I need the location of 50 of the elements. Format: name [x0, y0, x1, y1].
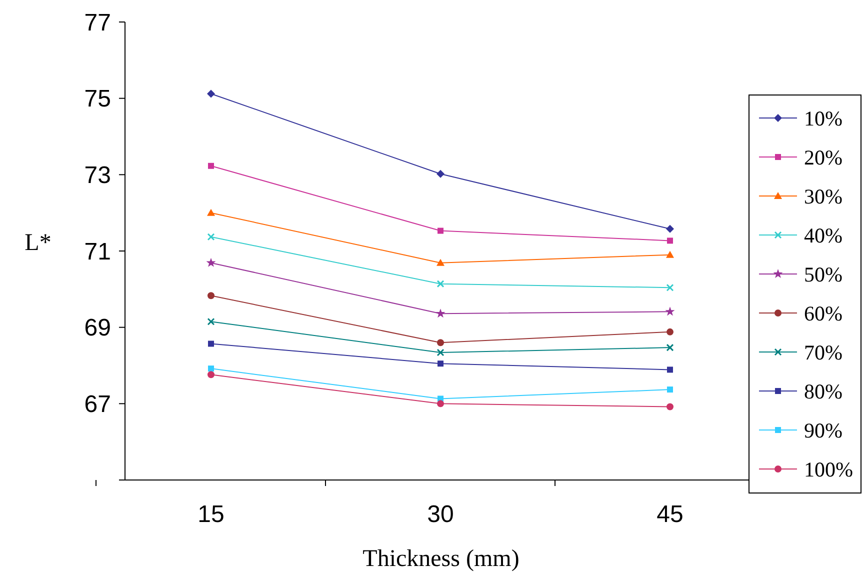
point: [208, 340, 214, 347]
legend-label: 70%: [804, 340, 842, 364]
point: [667, 386, 673, 393]
point: [665, 306, 675, 316]
point: [206, 258, 216, 267]
legend-label: 40%: [804, 223, 842, 248]
point: [666, 344, 674, 352]
point: [436, 258, 444, 266]
point: [438, 228, 444, 234]
point: [208, 366, 214, 372]
y-tick-label: 71: [84, 238, 111, 266]
point: [667, 366, 673, 373]
y-tick-label: 77: [84, 9, 111, 36]
legend-label: 80%: [804, 379, 842, 404]
point: [207, 90, 215, 98]
legend-label: 100%: [804, 457, 853, 482]
y-tick-label: 69: [84, 314, 111, 342]
point: [207, 318, 215, 326]
point: [207, 233, 215, 241]
legend-label: 30%: [804, 184, 842, 208]
point: [437, 400, 444, 408]
legend-label: 10%: [804, 106, 842, 130]
point: [666, 328, 674, 336]
point: [436, 308, 446, 318]
y-tick-label: 73: [84, 162, 111, 190]
point: [438, 360, 444, 367]
point: [666, 284, 674, 292]
point: [666, 250, 674, 258]
point: [436, 170, 444, 178]
point: [208, 371, 214, 378]
point: [436, 280, 444, 288]
point: [437, 339, 444, 346]
legend-label: 90%: [804, 418, 842, 442]
x-axis-title: Thickness (mm): [362, 546, 520, 572]
point: [666, 403, 674, 410]
x-tick-label: 45: [656, 501, 684, 528]
x-tick-label: 30: [427, 501, 454, 528]
legend-label: 50%: [804, 262, 842, 286]
point: [436, 348, 444, 356]
point: [667, 238, 673, 244]
y-axis-title: L*: [24, 230, 52, 256]
point: [666, 224, 674, 233]
x-tick-label: 15: [198, 501, 224, 528]
y-tick-label: 67: [84, 391, 111, 418]
point: [207, 208, 215, 216]
point: [208, 292, 214, 300]
legend-label: 20%: [804, 145, 842, 170]
legend-label: 60%: [804, 301, 842, 326]
point: [208, 162, 214, 169]
y-tick-label: 75: [84, 86, 111, 113]
